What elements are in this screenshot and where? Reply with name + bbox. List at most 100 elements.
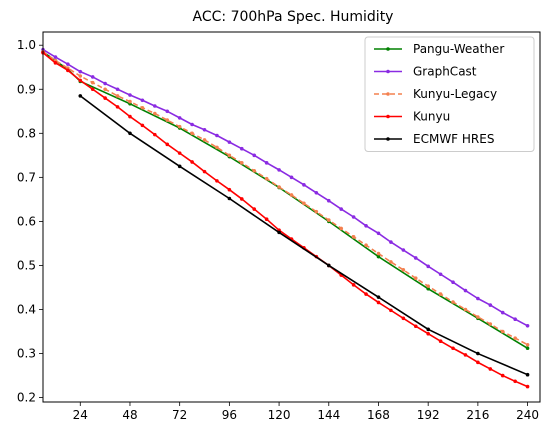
data-point-kunyu [190,160,194,164]
data-point-kunyu-legacy [500,329,505,334]
data-point-kunyu [165,142,170,147]
data-point-kunyu-legacy [115,94,120,98]
x-tick-label: 216 [466,408,489,422]
series-line-ecmwf-hres [79,95,528,376]
series-line-kunyu-legacy [42,51,528,346]
data-point-kunyu [227,187,232,192]
data-point-kunyu-legacy [401,268,406,272]
data-point-kunyu [376,300,381,305]
data-point-kunyu-legacy [103,87,107,92]
data-point-ecmwf-hres [376,295,381,299]
data-point-kunyu [488,367,493,371]
data-point-kunyu-legacy [513,336,517,340]
data-point-kunyu-legacy [488,322,493,326]
data-point-ecmwf-hres [227,196,232,201]
data-point-kunyu-legacy [389,260,393,264]
data-point-kunyu-legacy [240,161,244,165]
plot-area [41,47,530,389]
legend-frame [364,36,535,152]
legend: Pangu-Weather GraphCast Kunyu-Legacy Kunyu E… [364,36,535,152]
data-point-graphcast [153,104,157,108]
data-point-kunyu [252,207,257,211]
data-point-kunyu [202,169,207,174]
data-point-graphcast [364,224,368,228]
data-point-kunyu-legacy [264,176,269,181]
data-point-kunyu [140,123,145,128]
y-tick-label: 0.9 [17,82,36,96]
y-tick-label: 0.7 [17,170,36,184]
data-point-graphcast [190,122,194,127]
data-point-kunyu [426,331,430,336]
data-point-ecmwf-hres [78,94,83,98]
data-point-graphcast [426,264,430,269]
x-tick-label: 48 [122,408,137,422]
data-point-kunyu [103,96,107,100]
y-tick-label: 0.8 [17,126,36,140]
data-point-kunyu-legacy [314,209,319,214]
data-point-kunyu-legacy [302,201,306,206]
legend-label-kunyu: Kunyu [413,110,450,124]
data-point-kunyu [78,78,83,83]
data-point-kunyu-legacy [227,153,232,158]
data-point-graphcast [165,109,170,114]
data-point-graphcast [451,280,455,284]
data-point-graphcast [438,272,443,277]
data-point-kunyu [413,324,418,329]
legend-label-pangu-weather: Pangu-Weather [413,42,504,56]
data-point-ecmwf-hres [525,372,530,377]
data-point-kunyu-legacy [326,218,331,222]
data-point-graphcast [488,303,493,307]
data-point-kunyu-legacy [202,138,207,142]
legend-label-kunyu-legacy: Kunyu-Legacy [413,87,497,101]
data-point-kunyu [53,61,58,65]
x-tick-label: 24 [73,408,88,422]
data-point-kunyu-legacy [438,292,443,296]
data-point-kunyu [513,379,517,384]
data-point-graphcast [115,87,120,92]
series-line-graphcast [42,48,528,327]
data-point-ecmwf-hres [326,263,331,268]
series-line-kunyu [42,52,528,388]
data-point-graphcast [252,153,257,158]
legend-marker-pangu-weather [386,47,390,51]
data-point-kunyu-legacy [90,80,95,85]
data-point-kunyu-legacy [463,307,468,312]
data-point-graphcast [314,190,319,195]
data-point-kunyu-legacy [476,315,480,319]
data-point-pangu-weather [376,254,381,259]
y-tick-label: 0.2 [17,391,36,405]
data-point-graphcast [389,240,393,244]
data-point-kunyu [66,68,70,73]
data-point-kunyu [177,151,182,155]
legend-marker-ecmwf-hres [386,137,390,141]
data-point-graphcast [53,55,58,59]
data-point-pangu-weather [525,346,530,351]
data-point-kunyu [525,384,530,389]
legend-label-graphcast: GraphCast [413,65,477,79]
data-point-kunyu-legacy [413,276,418,281]
data-point-graphcast [264,161,269,165]
data-point-kunyu-legacy [78,74,83,78]
data-point-kunyu [264,217,269,222]
chart-title: ACC: 700hPa Spec. Humidity [193,9,394,25]
data-point-graphcast [513,317,517,321]
x-axis: 24 48 72 96 120 144 168 192 216 240 [73,402,539,422]
data-point-graphcast [413,256,418,260]
data-point-pangu-weather [426,286,430,291]
data-point-kunyu [215,179,219,183]
data-point-graphcast [140,98,145,103]
data-point-kunyu [438,339,443,344]
data-point-graphcast [463,288,468,293]
x-tick-label: 144 [317,408,340,422]
data-point-ecmwf-hres [426,327,430,332]
y-tick-label: 0.6 [17,214,36,228]
data-point-graphcast [240,146,244,151]
data-point-kunyu-legacy [277,185,281,189]
data-point-ecmwf-hres [277,230,281,235]
data-point-kunyu-legacy [177,124,182,129]
data-point-kunyu-legacy [339,226,344,231]
data-point-graphcast [302,183,306,187]
data-point-ecmwf-hres [177,164,182,169]
data-point-kunyu-legacy [128,99,132,104]
